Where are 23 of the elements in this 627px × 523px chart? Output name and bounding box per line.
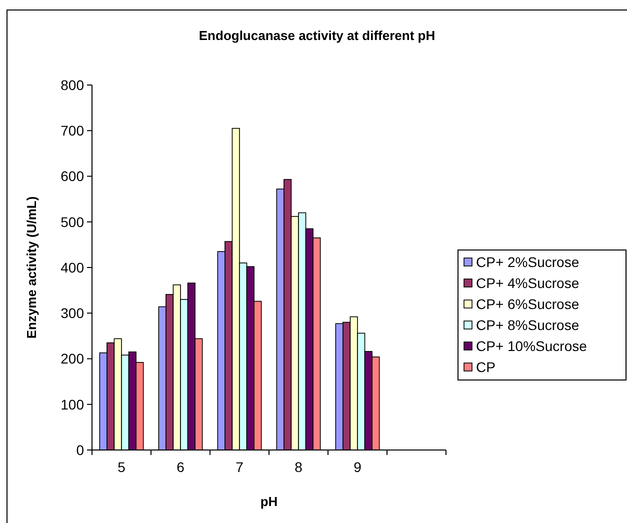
x-tick-label: 9 bbox=[354, 459, 362, 475]
y-tick-label: 800 bbox=[60, 76, 84, 93]
x-axis-title: pH bbox=[260, 494, 278, 509]
legend-label: CP+ 10%Sucrose bbox=[476, 338, 588, 354]
legend-label: CP+ 4%Sucrose bbox=[476, 274, 580, 291]
chart-title: Endoglucanase activity at different pH bbox=[198, 28, 436, 43]
legend-label: CP+ 2%Sucrose bbox=[476, 254, 580, 270]
y-tick-label: 700 bbox=[60, 122, 84, 139]
legend-label: CP+ 6%Sucrose bbox=[476, 296, 580, 312]
legend-label: CP bbox=[476, 358, 496, 375]
x-tick-label: 7 bbox=[236, 459, 244, 475]
x-tick-label: 6 bbox=[176, 459, 185, 475]
y-tick-label: 300 bbox=[60, 305, 84, 322]
y-axis-title: Enzyme activity (U/mL) bbox=[24, 196, 39, 339]
legend-label: CP+ 8%Sucrose bbox=[476, 316, 580, 333]
y-tick-label: 200 bbox=[60, 350, 84, 367]
y-tick-label: 600 bbox=[60, 168, 84, 184]
x-tick-label: 8 bbox=[294, 459, 303, 475]
y-tick-label: 100 bbox=[60, 396, 84, 412]
y-tick-label: 400 bbox=[60, 259, 84, 276]
y-tick-label: 500 bbox=[60, 214, 84, 230]
x-tick-label: 5 bbox=[118, 459, 126, 475]
y-tick-label: 0 bbox=[76, 442, 84, 458]
